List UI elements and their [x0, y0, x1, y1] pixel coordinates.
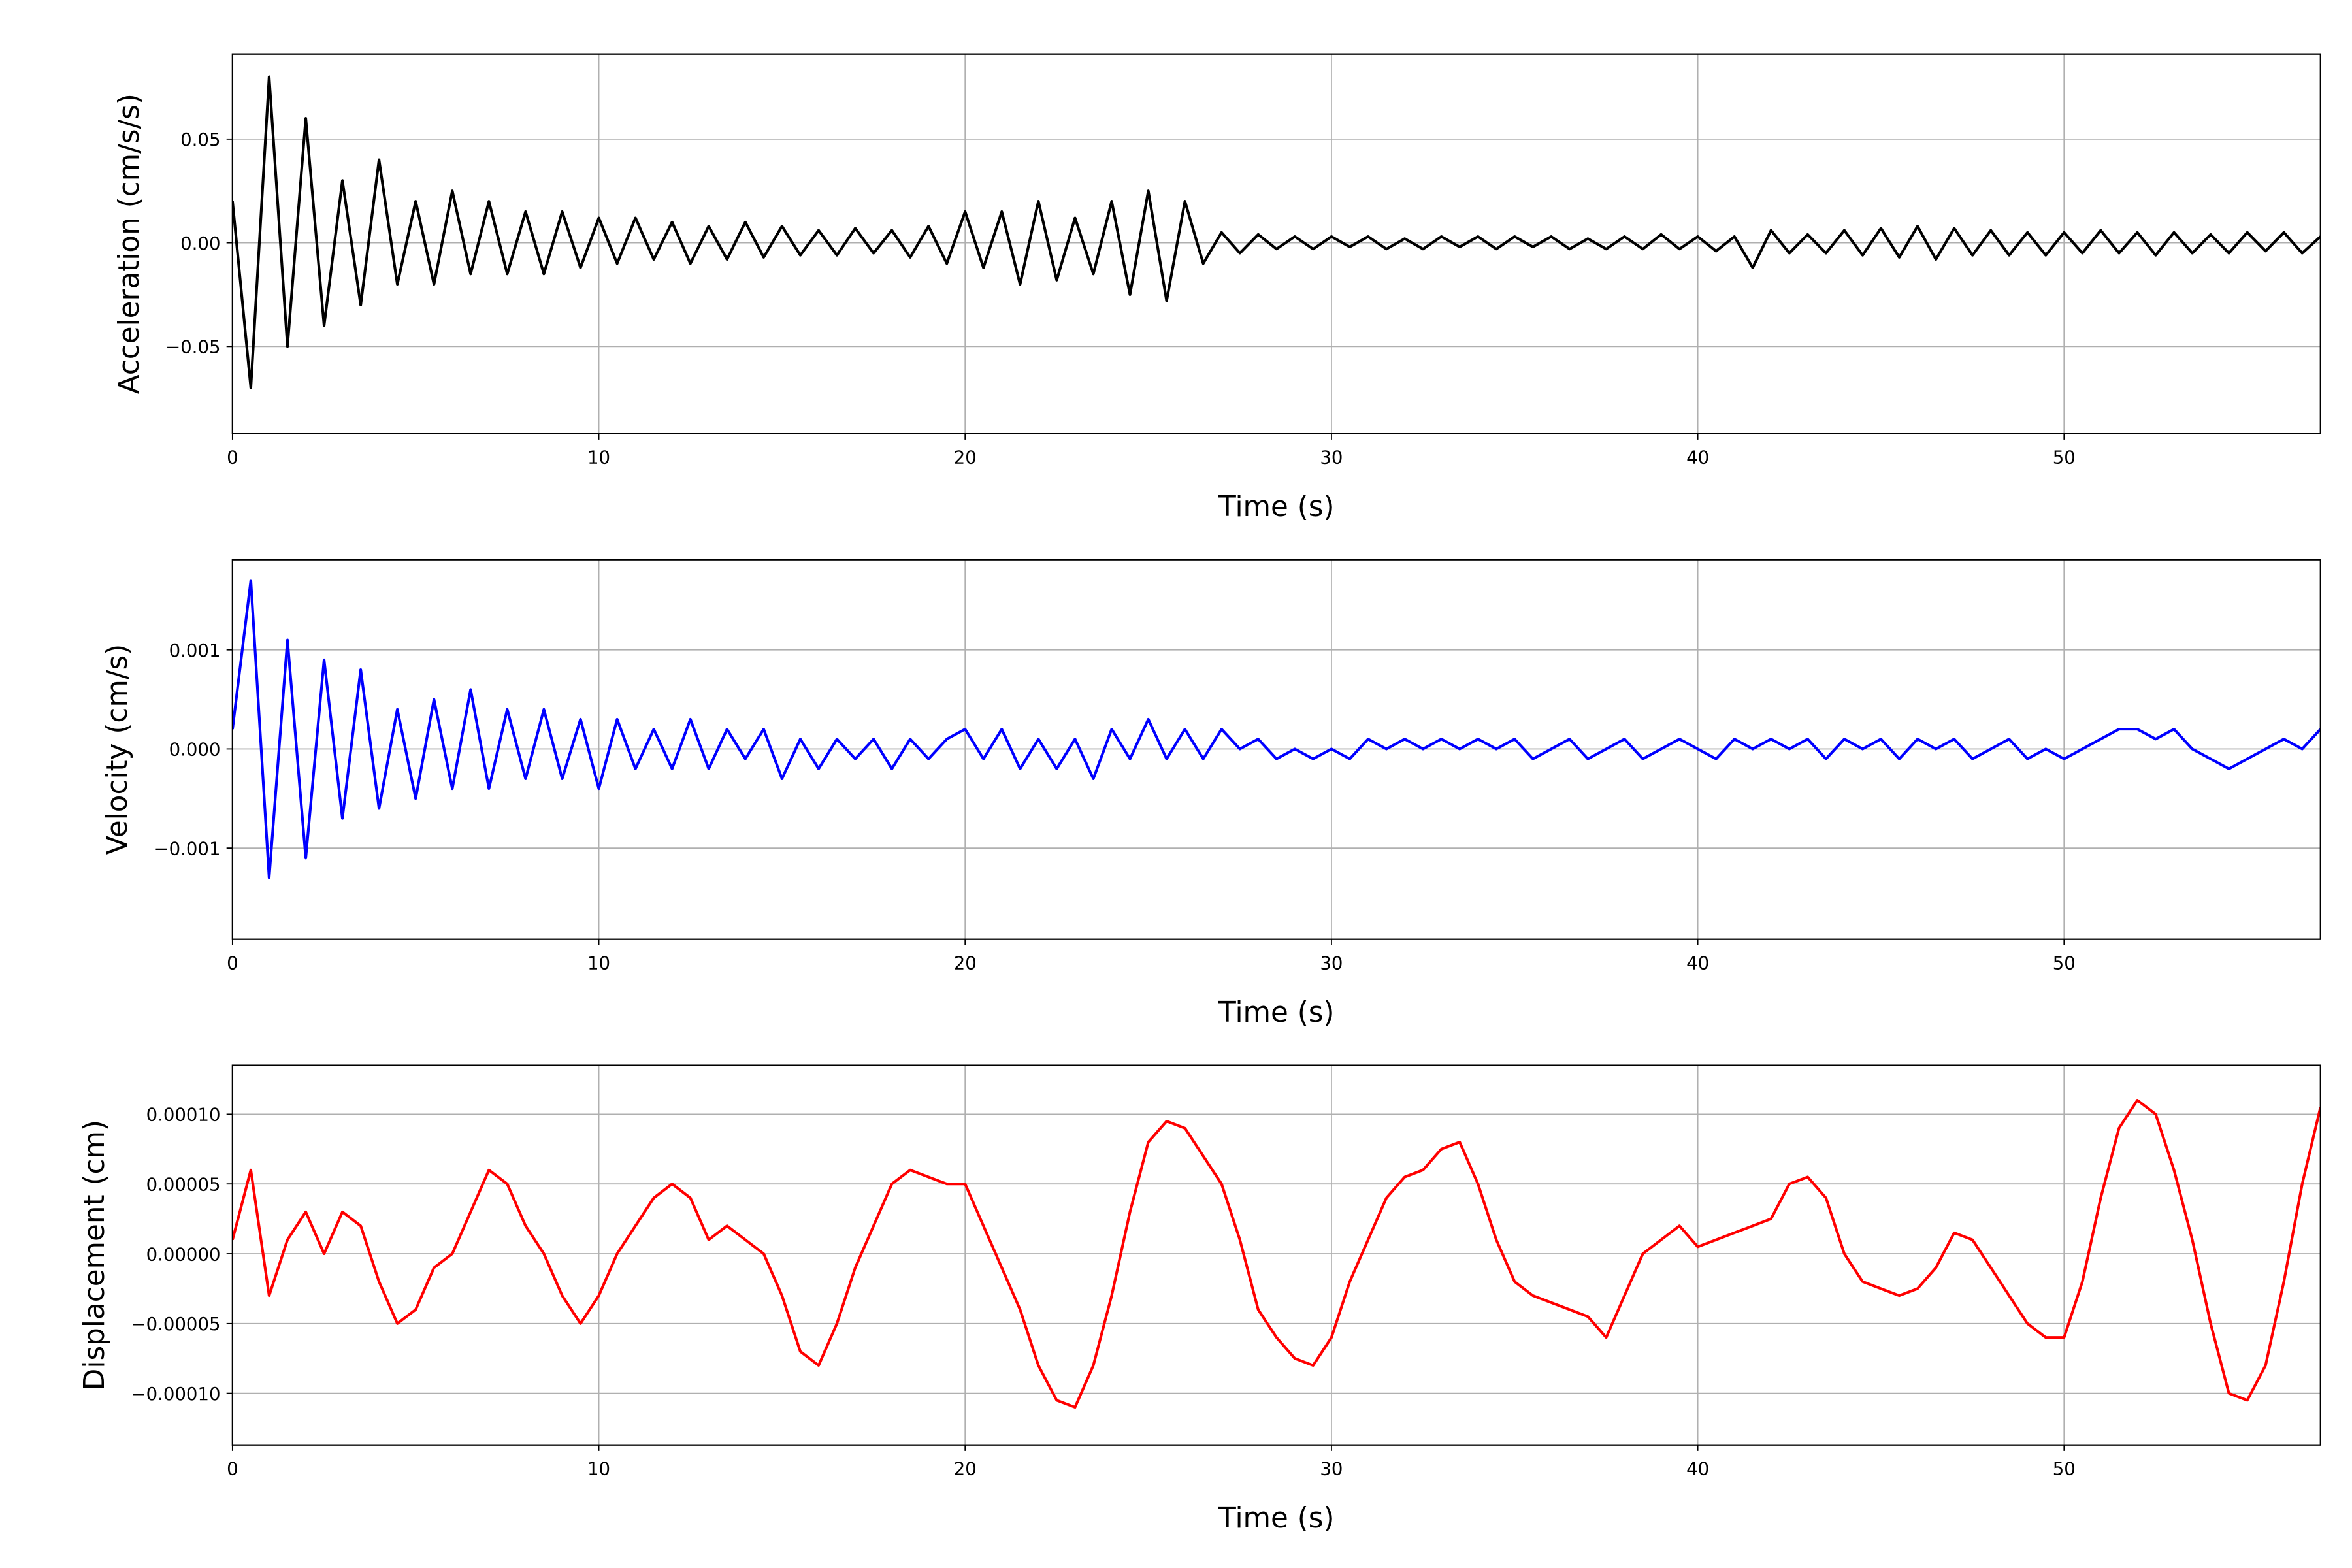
y-axis-label: Displacement (cm) [78, 1120, 111, 1390]
x-tick-label: 0 [227, 953, 238, 974]
x-tick-label: 40 [1686, 1459, 1709, 1480]
x-tick-label: 0 [227, 448, 238, 468]
axes-frame [231, 53, 2321, 434]
x-tick-label: 30 [1320, 1459, 1343, 1480]
y-tick-label: −0.05 [165, 337, 220, 358]
y-axis-label: Acceleration (cm/s/s) [113, 93, 146, 394]
x-tick-label: 20 [954, 953, 977, 974]
x-tick-label: 20 [954, 448, 977, 468]
y-tick-label: 0.001 [169, 640, 221, 661]
data-line [232, 75, 2321, 389]
y-tick-label: 0.00010 [146, 1105, 221, 1126]
x-tick-label: 50 [2053, 953, 2076, 974]
x-tick-label: 20 [954, 1459, 977, 1480]
y-tick-label: 0.00 [180, 233, 220, 254]
y-axis-label: Velocity (cm/s) [101, 644, 134, 855]
x-tick-label: 40 [1686, 953, 1709, 974]
y-tick-label: 0.000 [169, 740, 221, 760]
x-tick-label: 0 [227, 1459, 238, 1480]
x-tick-label: 10 [587, 953, 610, 974]
axes-frame [231, 559, 2321, 940]
data-line [232, 1098, 2321, 1409]
y-tick-label: −0.00005 [131, 1314, 221, 1335]
panel: 0 10 20 30 40 50 −0.05 0.00 0.05 Time (s) Accelera… [113, 53, 2321, 523]
x-tick-label: 50 [2053, 448, 2076, 468]
axes-frame [231, 1064, 2321, 1446]
x-tick-label: 40 [1686, 448, 1709, 468]
x-tick-label: 30 [1320, 448, 1343, 468]
x-tick-label: 10 [587, 448, 610, 468]
x-axis-label: Time (s) [1218, 491, 1334, 523]
x-tick-label: 10 [587, 1459, 610, 1480]
y-tick-label: 0.05 [180, 129, 220, 150]
x-axis-label: Time (s) [1218, 1502, 1334, 1535]
panel: 0 10 20 30 40 50 −0.00010 −0.00005 0.00000 0.0000… [78, 1064, 2321, 1535]
y-tick-label: 0.00000 [146, 1244, 221, 1265]
x-tick-label: 50 [2053, 1459, 2076, 1480]
y-tick-label: −0.001 [154, 838, 221, 859]
data-line [232, 579, 2321, 879]
y-tick-label: −0.00010 [131, 1384, 221, 1405]
y-tick-label: 0.00005 [146, 1175, 221, 1196]
x-tick-label: 30 [1320, 953, 1343, 974]
panel: 0 10 20 30 40 50 −0.001 0.000 0.001 Time (s) Veloc… [101, 559, 2321, 1029]
x-axis-label: Time (s) [1218, 996, 1334, 1029]
